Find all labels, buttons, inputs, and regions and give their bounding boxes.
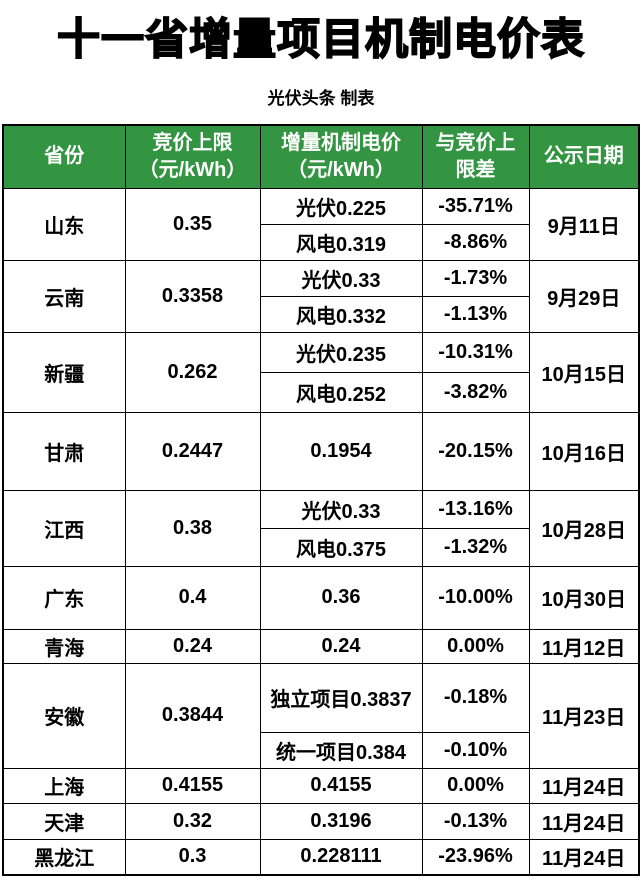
mechanism-price-cell: 0.228111 <box>259 838 423 876</box>
header-date: 公示日期 <box>528 124 640 189</box>
province-cell: 天津 <box>2 802 126 840</box>
diff-cell: -1.13% <box>421 295 530 333</box>
date-cell: 10月28日 <box>528 489 640 567</box>
header-province: 省份 <box>2 124 126 189</box>
diff-cell: -35.71% <box>421 187 530 225</box>
date-cell: 10月30日 <box>528 565 640 630</box>
date-cell: 11月23日 <box>528 662 640 769</box>
bid-cap-cell: 0.4 <box>124 565 261 630</box>
mechanism-price-cell: 0.4155 <box>259 767 423 804</box>
mechanism-price-cell: 光伏0.235 <box>259 331 423 373</box>
mechanism-price-cell: 0.1954 <box>259 411 423 491</box>
diff-cell: -23.96% <box>421 838 530 876</box>
mechanism-price-cell: 独立项目0.3837 <box>259 662 423 733</box>
mechanism-price-cell: 风电0.319 <box>259 223 423 261</box>
date-cell: 9月29日 <box>528 259 640 333</box>
price-table: 省份 竞价上限 （元/kWh） 增量机制电价 （元/kWh） 与竞价上 限差 公… <box>2 124 640 876</box>
table-header-row: 省份 竞价上限 （元/kWh） 增量机制电价 （元/kWh） 与竞价上 限差 公… <box>2 124 640 189</box>
diff-cell: -20.15% <box>421 411 530 491</box>
date-cell: 10月15日 <box>528 331 640 413</box>
table-row: 山东 0.35 光伏0.225 -35.71% 9月11日 <box>2 187 640 261</box>
date-cell: 11月24日 <box>528 838 640 876</box>
bid-cap-cell: 0.3844 <box>124 662 261 769</box>
date-cell: 11月24日 <box>528 802 640 840</box>
mechanism-price-cell: 风电0.252 <box>259 371 423 413</box>
date-cell: 10月16日 <box>528 411 640 491</box>
date-cell: 11月12日 <box>528 628 640 664</box>
table-row: 风电0.375 -1.32% <box>3 527 639 567</box>
page-subtitle: 光伏头条 制表 <box>267 89 375 108</box>
table-row: 风电0.252 -3.82% <box>3 371 639 413</box>
table-row: 广东 0.4 0.36 -10.00% 10月30日 <box>2 565 640 630</box>
page-title: 十一省增量项目机制电价表 <box>56 15 585 65</box>
diff-cell: -13.16% <box>421 489 530 529</box>
bid-cap-cell: 0.3 <box>124 838 261 876</box>
diff-cell: -1.32% <box>421 527 530 567</box>
table-row: 黑龙江 0.3 0.228111 -23.96% 11月24日 <box>2 838 640 876</box>
table-row: 风电0.319 -8.86% <box>3 223 639 261</box>
table-row: 青海 0.24 0.24 0.00% 11月12日 <box>2 628 640 664</box>
header-mechanism-price: 增量机制电价 （元/kWh） <box>259 124 423 189</box>
mechanism-price-cell: 0.3196 <box>259 802 423 840</box>
bid-cap-cell: 0.2447 <box>124 411 261 491</box>
province-cell: 新疆 <box>2 331 126 413</box>
bid-cap-cell: 0.24 <box>124 628 261 664</box>
table-row: 统一项目0.384 -0.10% <box>3 731 639 769</box>
diff-cell: -10.00% <box>421 565 530 630</box>
header-diff: 与竞价上 限差 <box>421 124 530 189</box>
table-row: 上海 0.4155 0.4155 0.00% 11月24日 <box>2 767 640 804</box>
table-row: 天津 0.32 0.3196 -0.13% 11月24日 <box>2 802 640 840</box>
bid-cap-cell: 0.32 <box>124 802 261 840</box>
date-cell: 11月24日 <box>528 767 640 804</box>
province-cell: 青海 <box>2 628 126 664</box>
diff-cell: -3.82% <box>421 371 530 413</box>
bid-cap-cell: 0.4155 <box>124 767 261 804</box>
mechanism-price-cell: 统一项目0.384 <box>259 731 423 769</box>
province-cell: 山东 <box>2 187 126 261</box>
mechanism-price-cell: 0.36 <box>259 565 423 630</box>
province-cell: 安徽 <box>2 662 126 769</box>
table-row: 甘肃 0.2447 0.1954 -20.15% 10月16日 <box>2 411 640 491</box>
province-cell: 云南 <box>2 259 126 333</box>
mechanism-price-cell: 风电0.332 <box>259 295 423 333</box>
diff-cell: -10.31% <box>421 331 530 373</box>
diff-cell: 0.00% <box>421 767 530 804</box>
province-cell: 广东 <box>2 565 126 630</box>
bid-cap-cell: 0.38 <box>124 489 261 567</box>
table-row: 云南 0.3358 光伏0.33 -1.73% 9月29日 <box>2 259 640 333</box>
diff-cell: -0.18% <box>421 662 530 733</box>
diff-cell: -1.73% <box>421 259 530 297</box>
province-cell: 江西 <box>2 489 126 567</box>
mechanism-price-cell: 光伏0.33 <box>259 259 423 297</box>
mechanism-price-cell: 光伏0.225 <box>259 187 423 225</box>
table-row: 新疆 0.262 光伏0.235 -10.31% 10月15日 <box>2 331 640 413</box>
header-bid-cap: 竞价上限 （元/kWh） <box>124 124 261 189</box>
bid-cap-cell: 0.35 <box>124 187 261 261</box>
province-cell: 黑龙江 <box>2 838 126 876</box>
date-cell: 9月11日 <box>528 187 640 261</box>
diff-cell: -0.10% <box>421 731 530 769</box>
table-row: 江西 0.38 光伏0.33 -13.16% 10月28日 <box>2 489 640 567</box>
diff-cell: -8.86% <box>421 223 530 261</box>
mechanism-price-cell: 光伏0.33 <box>259 489 423 529</box>
mechanism-price-cell: 0.24 <box>259 628 423 664</box>
bid-cap-cell: 0.262 <box>124 331 261 413</box>
province-cell: 甘肃 <box>2 411 126 491</box>
table-row: 安徽 0.3844 独立项目0.3837 -0.18% 11月23日 <box>2 662 640 769</box>
diff-cell: 0.00% <box>421 628 530 664</box>
province-cell: 上海 <box>2 767 126 804</box>
diff-cell: -0.13% <box>421 802 530 840</box>
mechanism-price-cell: 风电0.375 <box>259 527 423 567</box>
bid-cap-cell: 0.3358 <box>124 259 261 333</box>
